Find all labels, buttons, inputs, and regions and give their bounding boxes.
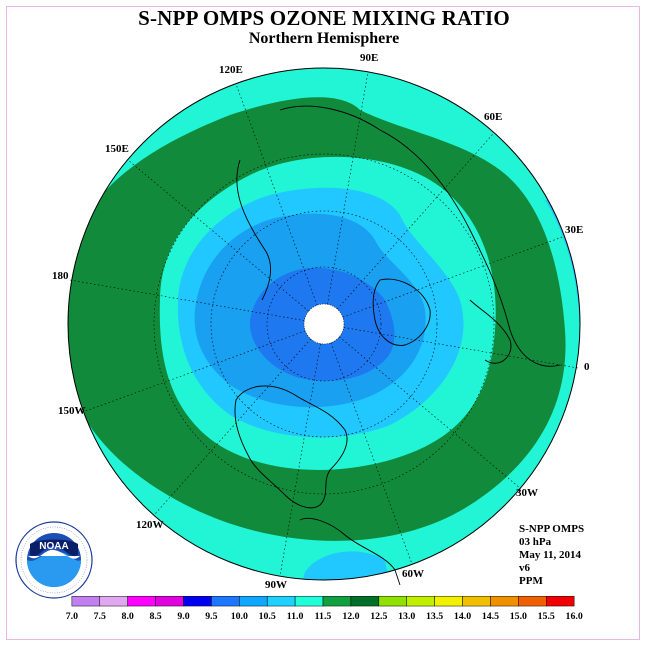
map-subtitle: Northern Hemisphere	[248, 30, 400, 47]
coastline-europe	[469, 299, 512, 364]
lon-label-60w: 60W	[402, 568, 424, 580]
colorbar-label: 9.5	[205, 611, 217, 622]
colorbar-label: 12.5	[370, 611, 387, 622]
colorbar-label: 8.5	[149, 611, 161, 622]
colorbar-labels: 7.0 7.5 8.0 8.5 9.0 9.5 10.0 10.5 11.0 11.5 12.0 12…	[66, 611, 583, 622]
colorbar-label: 11.5	[315, 611, 332, 622]
colorbar-swatch	[462, 596, 491, 607]
colorbar-label: 10.5	[259, 611, 276, 622]
colorbar-swatch	[155, 596, 184, 607]
coastline-asia-east	[236, 159, 272, 301]
lon-label-30e: 30E	[565, 224, 583, 236]
colorbar-label: 7.0	[66, 611, 78, 622]
product-info: S-NPP OMPS 03 hPa May 11, 2014 v6 PPM	[519, 523, 584, 588]
colorbar-swatch	[434, 596, 463, 607]
polar-no-data	[303, 303, 345, 345]
ozone-field	[68, 68, 580, 580]
coastline-north-america	[234, 385, 348, 509]
colorbar-swatch	[211, 596, 240, 607]
colorbar-swatches	[71, 596, 575, 607]
colorbar-swatch	[490, 596, 519, 607]
info-version: v6	[519, 562, 530, 574]
ozone-band-11-5	[68, 97, 566, 541]
colorbar-swatch	[71, 596, 101, 607]
lon-label-150w: 150W	[58, 405, 86, 417]
lon-label-60e: 60E	[484, 111, 502, 123]
colorbar-label: 12.0	[342, 611, 359, 622]
info-level: 03 hPa	[519, 536, 552, 548]
coastlines	[234, 105, 561, 586]
colorbar-label: 16.0	[566, 611, 583, 622]
coastline-eurasia	[279, 105, 561, 367]
map-boundary	[67, 67, 581, 581]
colorbar-swatch	[99, 596, 128, 607]
info-units: PPM	[519, 575, 543, 587]
colorbar-label: 13.0	[398, 611, 415, 622]
colorbar-label: 14.5	[482, 611, 499, 622]
colorbar-label: 8.0	[122, 611, 134, 622]
info-date: May 11, 2014	[519, 549, 582, 561]
noaa-logo-text: NOAA	[39, 541, 68, 552]
colorbar-label: 10.0	[231, 611, 248, 622]
colorbar-swatch	[378, 596, 407, 607]
latitude-grid	[153, 153, 495, 495]
ozone-band-bottom-10-5	[300, 551, 390, 580]
colorbar-label: 7.5	[94, 611, 106, 622]
figure-frame	[6, 6, 640, 640]
colorbar-label: 11.0	[287, 611, 304, 622]
colorbar-swatch	[294, 596, 324, 607]
coastline-south-america	[299, 517, 401, 586]
coastline-greenland	[372, 278, 431, 346]
colorbar-label: 14.0	[454, 611, 471, 622]
longitude-labels: 90E 60E 30E 0 30W 60W 90W 120W 150W 180 …	[52, 52, 590, 591]
colorbar-label: 13.5	[426, 611, 443, 622]
colorbar-swatch	[183, 596, 212, 607]
lon-label-180: 180	[52, 270, 69, 282]
colorbar-swatch	[518, 596, 547, 607]
colorbar-swatch	[406, 596, 435, 607]
map-title: S-NPP OMPS OZONE MIXING RATIO	[138, 6, 510, 30]
colorbar-swatch	[239, 596, 268, 607]
lon-label-120e: 120E	[219, 64, 243, 76]
colorbar-swatch	[546, 596, 575, 607]
colorbar-swatch	[127, 596, 156, 607]
colorbar-label: 15.5	[538, 611, 555, 622]
info-instrument: S-NPP OMPS	[519, 523, 585, 535]
lon-label-150e: 150E	[105, 143, 129, 155]
lon-label-90e: 90E	[360, 52, 378, 64]
colorbar-swatch	[266, 596, 296, 607]
lon-label-30w: 30W	[516, 487, 538, 499]
lon-label-0: 0	[584, 361, 590, 373]
lon-label-90w: 90W	[265, 579, 287, 591]
noaa-logo: NOAA	[15, 521, 93, 599]
colorbar: 7.0 7.5 8.0 8.5 9.0 9.5 10.0 10.5 11.0 11.5 12.0 12…	[66, 596, 583, 622]
lon-label-120w: 120W	[136, 519, 164, 531]
colorbar-label: 15.0	[510, 611, 527, 622]
meridian-grid	[69, 71, 579, 577]
colorbar-swatch	[322, 596, 352, 607]
colorbar-label: 9.0	[177, 611, 189, 622]
colorbar-swatch	[350, 596, 380, 607]
